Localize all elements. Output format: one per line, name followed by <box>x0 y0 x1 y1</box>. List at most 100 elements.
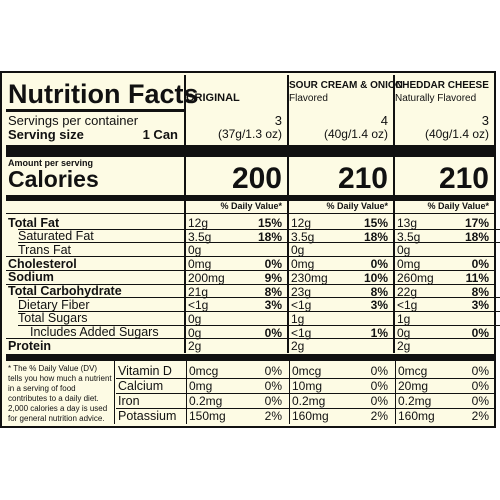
nutrient-daily-value: 0% <box>471 325 489 340</box>
nutrient-amount: 1g <box>397 311 411 326</box>
nutrient-daily-value: 15% <box>363 216 388 230</box>
calories-value: 210 <box>438 162 489 195</box>
column-divider <box>186 361 187 424</box>
vitamin-daily-value: 0% <box>370 394 388 408</box>
serving-size-weight: (40g/1.4 oz) <box>323 127 388 141</box>
nutrient-daily-value: 18% <box>363 229 388 244</box>
nutrient-amount: <1g <box>188 298 209 313</box>
calories-value: 200 <box>231 162 282 195</box>
nutrient-amount: 0g <box>188 243 202 258</box>
calories-value: 210 <box>337 162 388 195</box>
nutrient-amount: 13g <box>397 216 418 230</box>
vitamin-daily-value: 0% <box>264 364 282 378</box>
vitamin-label: Vitamin D <box>118 364 172 378</box>
vitamin-daily-value: 2% <box>471 409 489 423</box>
nutrient-daily-value: 15% <box>257 216 282 230</box>
servings-value: 3 <box>274 113 282 128</box>
serving-size-label: Serving size <box>8 127 84 142</box>
vitamin-label: Iron <box>118 394 140 408</box>
nutrient-daily-value: 1% <box>370 325 388 340</box>
vitamin-amount: 0.2mg <box>292 394 326 408</box>
nutrient-daily-value: 3% <box>264 298 282 313</box>
column-divider <box>184 75 186 353</box>
nutrient-amount: 1g <box>291 311 305 326</box>
nutrient-amount: <1g <box>397 298 418 313</box>
nutrient-daily-value: 9% <box>264 270 282 285</box>
servings-value: 4 <box>380 113 388 128</box>
servings-value: 3 <box>481 113 489 128</box>
nutrient-amount: 0g <box>188 311 202 326</box>
vitamin-amount: 20mg <box>398 379 429 393</box>
nutrient-label: Total Fat <box>8 215 60 230</box>
nutrient-daily-value: 8% <box>471 284 489 299</box>
nutrient-label: Trans Fat <box>18 242 72 257</box>
nutrient-label: Cholesterol <box>8 256 77 271</box>
nutrient-amount: 0g <box>188 325 202 340</box>
vitamin-daily-value: 2% <box>264 409 282 423</box>
vitamin-amount: 0mcg <box>398 364 428 378</box>
nutrient-amount: 0mg <box>291 257 315 272</box>
amount-per-serving-label: Amount per serving <box>8 158 94 168</box>
nutrient-daily-value: 17% <box>464 216 489 230</box>
nutrient-label: Total Sugars <box>18 311 88 326</box>
nutrient-daily-value: 3% <box>471 298 489 313</box>
nutrient-amount: 230mg <box>291 270 328 285</box>
nutrient-daily-value: 0% <box>370 257 388 272</box>
nutrient-amount: 12g <box>188 216 209 230</box>
serving-size-weight: (37g/1.3 oz) <box>217 127 282 141</box>
vitamin-amount: 0mcg <box>292 364 322 378</box>
nutrient-label: Protein <box>8 338 52 353</box>
nutrient-amount: 22g <box>397 284 418 299</box>
nutrient-daily-value: 8% <box>264 284 282 299</box>
nutrient-label: Includes Added Sugars <box>30 325 159 340</box>
vitamin-amount: 0.2mg <box>189 394 223 408</box>
column-sour-cream-name: SOUR CREAM & ONION <box>289 80 403 91</box>
daily-value-header: % Daily Value* <box>220 201 282 211</box>
daily-value-footnote: * The % Daily Value (DV) tells you how m… <box>8 364 112 423</box>
nutrient-label: Dietary Fiber <box>18 297 90 312</box>
nutrient-daily-value: 0% <box>264 325 282 340</box>
serving-size-value: 1 Can <box>142 127 178 142</box>
nutrient-daily-value: 11% <box>465 270 489 285</box>
nutrient-amount: 23g <box>291 284 312 299</box>
nutrient-amount: 21g <box>188 284 209 299</box>
vitamin-amount: 0.2mg <box>398 394 432 408</box>
nutrient-daily-value: 0% <box>471 257 489 272</box>
serving-size-weight: (40g/1.4 oz) <box>424 127 489 141</box>
nutrient-amount: 0g <box>291 243 305 258</box>
vitamin-daily-value: 0% <box>264 379 282 393</box>
nutrition-facts-panel: Nutrition Facts ORIGINAL SOUR CREAM & ON… <box>0 71 500 428</box>
daily-value-header: % Daily Value* <box>326 201 388 211</box>
nutrient-label: Sodium <box>8 270 54 285</box>
nutrient-amount: 3.5g <box>397 229 421 244</box>
nutrient-amount: 2g <box>188 339 202 354</box>
nutrient-amount: <1g <box>291 298 312 313</box>
vitamin-daily-value: 2% <box>370 409 388 423</box>
nutrient-amount: 2g <box>291 339 305 354</box>
nutrient-amount: 3.5g <box>291 229 315 244</box>
nutrient-daily-value: 8% <box>370 284 388 299</box>
nutrient-daily-value: 18% <box>257 229 282 244</box>
vitamin-amount: 160mg <box>292 409 329 423</box>
nutrient-amount: 0g <box>397 325 411 340</box>
nutrient-amount: 2g <box>397 339 411 354</box>
vitamin-amount: 0mcg <box>189 364 219 378</box>
vitamin-daily-value: 0% <box>471 394 489 408</box>
column-divider <box>393 75 395 353</box>
column-divider <box>395 361 396 424</box>
column-cheddar-sub: Naturally Flavored <box>395 93 477 104</box>
nutrient-amount: 260mg <box>397 270 434 285</box>
vitamin-amount: 150mg <box>189 409 226 423</box>
nutrient-amount: 3.5g <box>188 229 212 244</box>
column-cheddar-name: CHEDDAR CHEESE <box>395 80 489 91</box>
nutrient-daily-value: 18% <box>464 229 489 244</box>
vitamin-amount: 0mg <box>189 379 213 393</box>
column-sour-cream-sub: Flavored <box>289 93 328 104</box>
vitamin-daily-value: 0% <box>264 394 282 408</box>
nutrient-amount: 200mg <box>188 270 225 285</box>
nutrient-daily-value: 3% <box>370 298 388 313</box>
vitamin-daily-value: 0% <box>471 364 489 378</box>
vitamin-amount: 160mg <box>398 409 435 423</box>
nutrient-amount: 0mg <box>397 257 421 272</box>
nutrient-amount: 0g <box>397 243 411 258</box>
